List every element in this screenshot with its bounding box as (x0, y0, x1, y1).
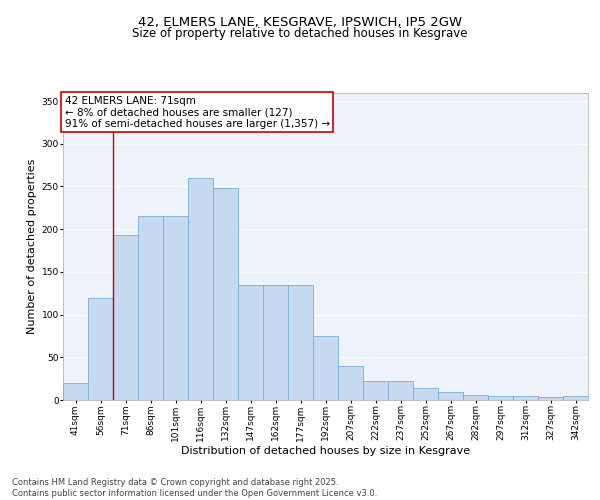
Bar (313, 336, 338, 400)
Bar (388, 381, 413, 400)
Bar (438, 392, 463, 400)
Bar (213, 188, 238, 400)
Bar (338, 366, 363, 400)
Text: Size of property relative to detached houses in Kesgrave: Size of property relative to detached ho… (132, 28, 468, 40)
Bar (488, 396, 513, 400)
Bar (538, 398, 563, 400)
Bar (88, 298, 113, 400)
Bar (463, 395, 488, 400)
Bar (238, 284, 263, 400)
Text: 42 ELMERS LANE: 71sqm
← 8% of detached houses are smaller (127)
91% of semi-deta: 42 ELMERS LANE: 71sqm ← 8% of detached h… (65, 96, 330, 129)
Bar (163, 216, 188, 400)
Y-axis label: Number of detached properties: Number of detached properties (28, 158, 37, 334)
Bar (288, 284, 313, 400)
Bar (188, 178, 213, 400)
Bar (363, 381, 388, 400)
Bar (563, 396, 588, 400)
Text: Contains HM Land Registry data © Crown copyright and database right 2025.
Contai: Contains HM Land Registry data © Crown c… (12, 478, 377, 498)
Bar (138, 216, 163, 400)
Text: 42, ELMERS LANE, KESGRAVE, IPSWICH, IP5 2GW: 42, ELMERS LANE, KESGRAVE, IPSWICH, IP5 … (138, 16, 462, 29)
Bar (63, 383, 88, 400)
X-axis label: Distribution of detached houses by size in Kesgrave: Distribution of detached houses by size … (181, 446, 470, 456)
Bar (413, 388, 438, 400)
Bar (513, 396, 538, 400)
Bar (263, 284, 288, 400)
Bar (113, 235, 138, 400)
